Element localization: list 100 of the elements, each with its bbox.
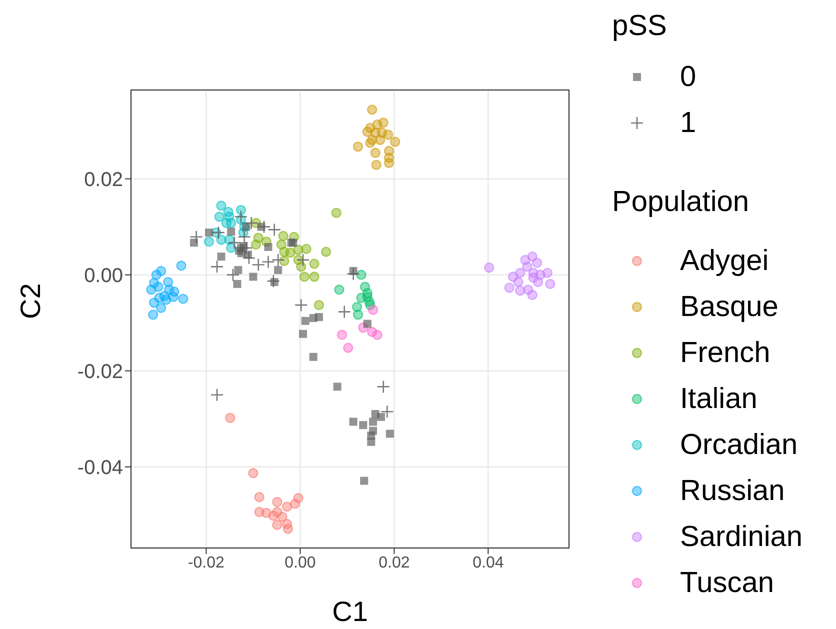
point — [390, 136, 400, 147]
point — [277, 512, 288, 522]
point — [210, 388, 224, 402]
point — [352, 310, 364, 320]
point — [362, 292, 372, 302]
point — [369, 418, 378, 426]
point — [363, 320, 372, 328]
point — [153, 282, 164, 292]
point — [356, 270, 366, 280]
x-tick-label: 0.04 — [472, 554, 504, 572]
point — [372, 330, 382, 340]
point — [365, 138, 376, 148]
point — [282, 502, 292, 512]
point — [331, 208, 342, 218]
point — [338, 305, 352, 318]
point — [159, 290, 170, 302]
point — [272, 496, 282, 507]
point — [254, 492, 264, 502]
point — [212, 226, 226, 240]
point — [384, 158, 394, 168]
point — [262, 255, 275, 269]
legend-label: Basque — [680, 290, 778, 324]
point — [309, 272, 320, 282]
point — [294, 298, 308, 312]
point — [214, 212, 224, 222]
point — [296, 262, 306, 272]
point — [234, 266, 242, 274]
point — [299, 330, 308, 338]
point — [334, 284, 344, 295]
x-tick-label: -0.02 — [188, 554, 225, 572]
point — [249, 272, 258, 281]
point — [360, 476, 368, 485]
point — [233, 280, 242, 288]
point — [368, 304, 378, 315]
point — [236, 204, 246, 216]
point — [386, 430, 394, 438]
y-tick-label: 0.02 — [84, 168, 123, 191]
point — [274, 266, 282, 274]
point — [248, 468, 258, 478]
point — [382, 130, 394, 140]
point — [528, 272, 538, 283]
legend-label: Orcadian — [680, 428, 798, 462]
point — [239, 241, 253, 255]
point — [532, 258, 542, 268]
text: pSS — [612, 10, 668, 44]
point — [371, 160, 382, 170]
x-axis-title: C1 — [332, 596, 368, 627]
point — [352, 142, 364, 152]
point — [336, 330, 348, 340]
point — [314, 313, 323, 322]
point — [320, 246, 332, 257]
legend-label: 0 — [680, 60, 696, 94]
point — [266, 274, 280, 288]
point — [216, 200, 226, 211]
legend-label: Russian — [680, 474, 785, 508]
legend-label: Tuscan — [680, 566, 774, 600]
point — [282, 524, 294, 534]
point — [285, 248, 296, 258]
point — [374, 134, 386, 146]
point — [359, 421, 368, 430]
point — [217, 252, 226, 261]
x-tick-label: 0.02 — [378, 554, 410, 572]
point — [346, 267, 360, 281]
point — [271, 253, 285, 267]
point — [148, 310, 158, 320]
point — [299, 272, 310, 282]
point — [190, 230, 203, 244]
y-tick-label: -0.02 — [77, 360, 123, 383]
point — [301, 316, 310, 325]
y-tick-label: -0.04 — [77, 456, 123, 479]
point — [527, 290, 538, 300]
point — [309, 352, 318, 361]
point — [234, 210, 248, 224]
point — [244, 216, 258, 230]
legend-label: Italian — [680, 382, 758, 416]
point — [333, 382, 342, 391]
legend-title: Population — [612, 186, 750, 220]
point — [210, 260, 224, 274]
point — [264, 242, 272, 251]
point — [522, 262, 532, 272]
legend-label: French — [680, 336, 770, 370]
point — [296, 253, 310, 267]
point — [515, 268, 526, 278]
point — [301, 244, 312, 254]
point — [309, 258, 320, 269]
point — [250, 240, 262, 250]
point — [367, 104, 378, 115]
point — [290, 498, 300, 509]
legend-label: Sardinian — [680, 520, 803, 554]
point — [314, 300, 324, 310]
point — [238, 230, 251, 244]
point — [272, 520, 282, 530]
legend-label: Adygei — [680, 244, 769, 278]
y-tick-label: 0.00 — [84, 264, 123, 287]
point — [376, 380, 390, 394]
point — [252, 258, 266, 272]
point — [278, 230, 288, 242]
point — [343, 342, 354, 353]
point — [242, 251, 256, 265]
point — [380, 405, 394, 418]
